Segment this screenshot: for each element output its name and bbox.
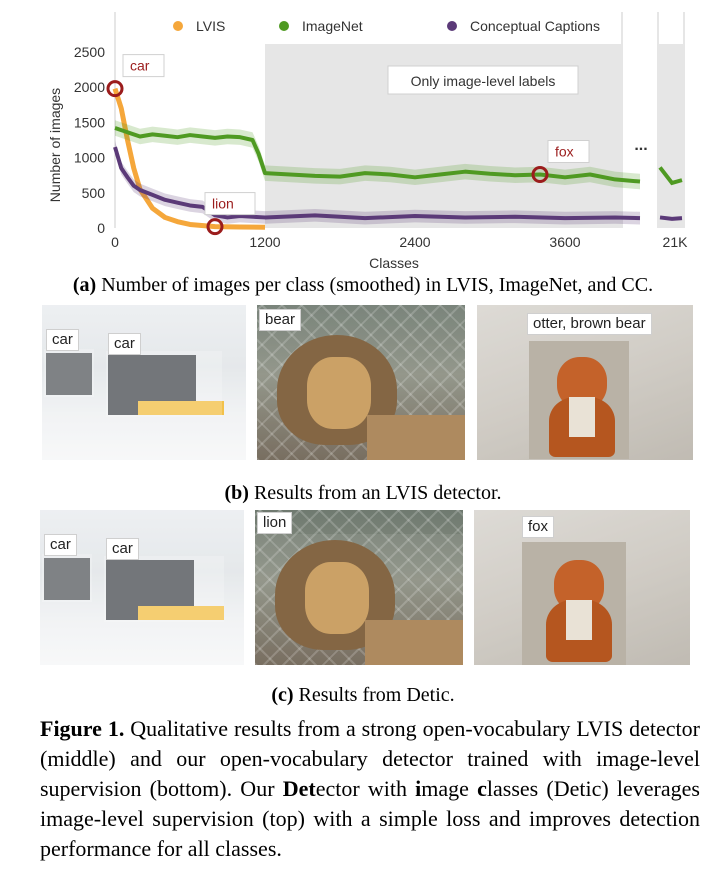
- y-tick-label: 2500: [74, 44, 105, 60]
- caption-a-text: Number of images per class (smoothed) in…: [96, 274, 654, 296]
- series-line-after-break-imagenet: [658, 166, 683, 186]
- y-tick-label: 500: [82, 185, 106, 201]
- chart-shaded-region-after-break: [658, 44, 684, 228]
- caption-c: (c) Results from Detic.: [0, 684, 726, 707]
- c-label-fox: fox: [522, 516, 555, 538]
- annotation-box-car: [122, 54, 165, 78]
- c-fox-photo: fox: [474, 510, 690, 665]
- b-fox-photo: otter, brown bear: [477, 305, 693, 460]
- b-plow-blade: [138, 401, 224, 415]
- annotation-marker-car: [106, 80, 124, 98]
- annotation-marker-fox: [531, 165, 549, 183]
- y-axis-label: Number of images: [47, 88, 63, 202]
- legend-label-imagenet: ImageNet: [302, 18, 363, 34]
- x-tick-label: 2400: [399, 234, 430, 250]
- caption-a-prefix: (a): [72, 274, 97, 296]
- annotation-box-lion: [204, 192, 256, 216]
- b-label-bear: bear: [259, 309, 302, 331]
- caption-b-text: Results from an LVIS detector.: [248, 482, 502, 504]
- images-per-class-chart: 0 500 1000 1500 2000 2500 0 1200 2400 3600 21K Clas…: [47, 12, 689, 271]
- legend-label-lvis: LVIS: [196, 18, 225, 34]
- legend-marker-lvis: [173, 21, 183, 31]
- b-box-car-2: [106, 351, 222, 417]
- c-box-car-2: [104, 556, 224, 622]
- y-tick-label: 0: [97, 220, 105, 236]
- y-tick-label: 1500: [74, 114, 105, 130]
- c-lion-photo: lion: [255, 510, 463, 665]
- series-line-lvis: [112, 87, 266, 230]
- figure-caption-c: c: [477, 776, 487, 801]
- figure-caption-det-rest: ector with: [315, 776, 416, 801]
- c-truck-small: [44, 558, 90, 600]
- c-plow-blade: [138, 606, 224, 620]
- caption-b: (b) Results from an LVIS detector.: [0, 482, 726, 505]
- b-label-otter-brown-bear: otter, brown bear: [527, 313, 652, 335]
- legend-marker-imagenet: [279, 21, 289, 31]
- shaded-region-label: Only image-level labels: [411, 73, 556, 89]
- legend-marker-conceptual-captions: [447, 21, 457, 31]
- figure-caption-i: i: [415, 776, 422, 801]
- series-line-after-break-conceptual-captions: [659, 215, 683, 221]
- figure-caption-i-rest: mage: [421, 776, 478, 801]
- annotation-label-fox: fox: [555, 143, 574, 159]
- figure-caption-text-2: lasses (Detic) leverages image-level sup…: [40, 776, 700, 861]
- b-truck-small: [46, 353, 92, 395]
- x-axis-label: Classes: [369, 255, 419, 271]
- x-tick-label: 21K: [663, 234, 689, 250]
- c-label-car-2: car: [106, 538, 139, 560]
- caption-c-prefix: (c): [271, 684, 294, 706]
- series-line-conceptual-captions: [113, 146, 641, 221]
- figure-caption-label: Figure 1.: [40, 716, 125, 741]
- b-label-car-2: car: [108, 333, 141, 355]
- y-tick-label: 2000: [74, 79, 105, 95]
- caption-b-prefix: (b): [224, 482, 249, 504]
- x-axis-break-marker: ...: [634, 137, 647, 154]
- x-tick-label: 1200: [249, 234, 280, 250]
- c-label-car-1: car: [44, 534, 77, 556]
- annotation-label-car: car: [130, 58, 150, 74]
- b-box-car-1: [44, 349, 94, 397]
- caption-c-text: Results from Detic.: [293, 684, 455, 706]
- annotation-label-lion: lion: [212, 196, 234, 212]
- b-lion-photo: bear: [257, 305, 465, 460]
- x-tick-label: 3600: [549, 234, 580, 250]
- x-tick-label: 0: [111, 234, 119, 250]
- c-box-car-1: [42, 554, 92, 602]
- shaded-region-label-box: [387, 65, 579, 95]
- c-snowplow-photo: car car: [40, 510, 244, 665]
- c-label-lion: lion: [257, 512, 293, 534]
- figure-caption: Figure 1. Qualitative results from a str…: [40, 714, 700, 864]
- legend-label-conceptual-captions: Conceptual Captions: [470, 18, 600, 34]
- figure-caption-text-1: Qualitative results from a strong open-v…: [40, 716, 700, 801]
- caption-a: (a) Number of images per class (smoothed…: [0, 274, 726, 297]
- annotation-box-fox: [547, 139, 590, 163]
- b-label-car-1: car: [46, 329, 79, 351]
- y-tick-label: 1000: [74, 150, 105, 166]
- figure-caption-det: Det: [282, 776, 316, 801]
- series-line-imagenet: [114, 126, 641, 184]
- annotation-marker-lion: [206, 218, 224, 236]
- b-snowplow-photo: car car: [42, 305, 246, 460]
